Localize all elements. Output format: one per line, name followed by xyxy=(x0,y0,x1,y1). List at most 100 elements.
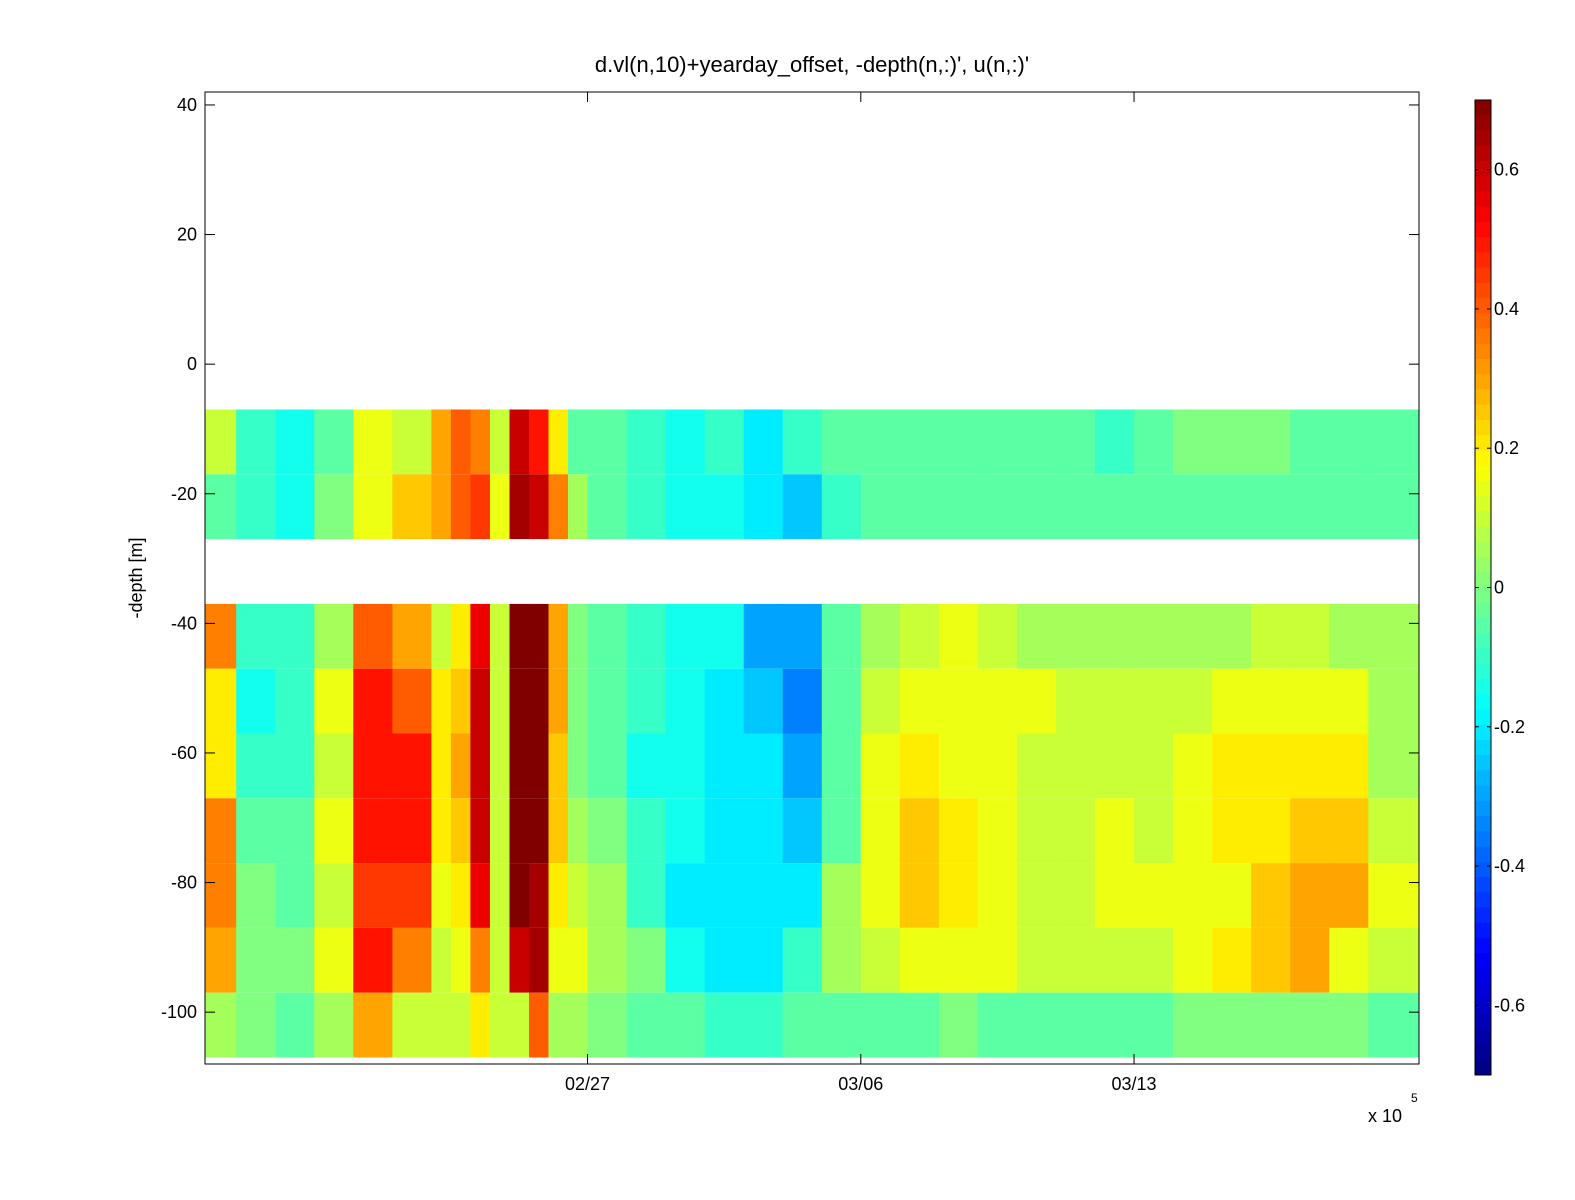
colorbar-swatch xyxy=(1475,1029,1491,1046)
heatmap-cell xyxy=(1212,474,1252,540)
heatmap-cell xyxy=(1134,474,1174,540)
heatmap-cell xyxy=(275,798,315,864)
y-tick-label: -60 xyxy=(171,743,197,763)
heatmap-cell xyxy=(470,992,491,1058)
heatmap-cell xyxy=(431,668,452,734)
heatmap-cell xyxy=(938,863,979,928)
colorbar-swatch xyxy=(1475,130,1491,147)
heatmap-cell xyxy=(470,927,491,993)
heatmap-cell xyxy=(587,668,628,734)
heatmap-cell xyxy=(1290,733,1330,799)
colorbar-tick-label: 0.4 xyxy=(1494,299,1519,319)
heatmap-cell xyxy=(450,992,471,1058)
heatmap-cell xyxy=(1251,668,1291,734)
heatmap-cell xyxy=(509,798,530,864)
heatmap-cell xyxy=(1212,798,1252,864)
colorbar-swatch xyxy=(1475,602,1491,619)
heatmap-cell xyxy=(1368,409,1419,475)
heatmap-cell xyxy=(490,668,511,734)
heatmap-cell xyxy=(1329,603,1369,669)
heatmap-cell xyxy=(353,668,393,734)
colorbar-swatch xyxy=(1475,450,1491,467)
heatmap-cell xyxy=(1056,863,1096,928)
heatmap-cell xyxy=(1290,992,1330,1058)
heatmap-cell xyxy=(587,409,628,475)
heatmap-cell xyxy=(626,474,667,540)
heatmap-cell xyxy=(353,474,393,540)
heatmap-cell xyxy=(1016,992,1057,1058)
colorbar-swatch xyxy=(1475,343,1491,360)
colorbar-swatch xyxy=(1475,252,1491,269)
heatmap-cell xyxy=(392,474,432,540)
heatmap-cell xyxy=(1251,992,1291,1058)
heatmap-cell xyxy=(1290,603,1330,669)
heatmap-cell xyxy=(431,409,452,475)
heatmap-cell xyxy=(821,927,862,993)
heatmap-cell xyxy=(977,409,1018,475)
heatmap-cell xyxy=(490,927,511,993)
heatmap-cell xyxy=(470,798,491,864)
heatmap-cell xyxy=(548,603,569,669)
heatmap-cell xyxy=(899,733,940,799)
x-multiplier-label: x 10 xyxy=(1368,1106,1402,1126)
heatmap-cell xyxy=(548,733,569,799)
heatmap-cell xyxy=(568,668,589,734)
heatmap-cell xyxy=(626,409,667,475)
heatmap-cell xyxy=(470,733,491,799)
heatmap-cell xyxy=(353,603,393,669)
heatmap-cell xyxy=(1056,798,1096,864)
colorbar-swatch xyxy=(1475,572,1491,588)
heatmap-cell xyxy=(431,798,452,864)
colorbar-tick-label: 0 xyxy=(1494,578,1504,598)
heatmap-cell xyxy=(205,798,237,864)
heatmap-cell xyxy=(1368,474,1419,540)
heatmap-cell xyxy=(1212,733,1252,799)
heatmap-cell xyxy=(1251,798,1291,864)
heatmap-cell xyxy=(205,668,237,734)
heatmap-cell xyxy=(1016,603,1057,669)
heatmap-cell xyxy=(314,863,354,928)
colorbar-swatch xyxy=(1475,953,1491,969)
heatmap-cell xyxy=(665,863,706,928)
colorbar-swatch xyxy=(1475,846,1491,863)
heatmap-cell xyxy=(1134,409,1174,475)
colorbar-swatch xyxy=(1475,1059,1491,1076)
heatmap-cell xyxy=(509,409,530,475)
heatmap-cell xyxy=(1368,992,1419,1058)
heatmap-cell xyxy=(782,733,823,799)
heatmap-cell xyxy=(977,798,1018,864)
heatmap-cell xyxy=(392,668,432,734)
colorbar-swatch xyxy=(1475,160,1491,177)
heatmap-cell xyxy=(1212,603,1252,669)
heatmap-cell xyxy=(626,927,667,993)
colorbar-ticks: 0.6 0.4 0.2 0 -0.2 -0.4 -0.6 xyxy=(1475,160,1525,1015)
heatmap-cell xyxy=(821,603,862,669)
heatmap-cell xyxy=(205,474,237,540)
heatmap-cell xyxy=(1056,733,1096,799)
heatmap-cell xyxy=(450,733,471,799)
colorbar-swatch xyxy=(1475,100,1491,116)
colorbar-swatch xyxy=(1475,617,1491,634)
heatmap-cell xyxy=(450,927,471,993)
heatmap-cell xyxy=(860,798,901,864)
heatmap-cell xyxy=(743,603,784,669)
heatmap-cell xyxy=(275,668,315,734)
heatmap-cell xyxy=(1251,474,1291,540)
heatmap-cell xyxy=(665,733,706,799)
heatmap-cell xyxy=(275,992,315,1058)
heatmap-cell xyxy=(1212,863,1252,928)
y-tick-label: 0 xyxy=(187,354,197,374)
heatmap-cell xyxy=(1329,992,1369,1058)
heatmap-cell xyxy=(1290,863,1330,928)
x-tick-label: 02/27 xyxy=(565,1074,610,1094)
heatmap-cell xyxy=(509,927,530,993)
heatmap-cell xyxy=(1134,733,1174,799)
heatmap-cell xyxy=(743,927,784,993)
heatmap-cell xyxy=(236,409,276,475)
heatmap-cell xyxy=(548,668,569,734)
colorbar-swatch xyxy=(1475,983,1491,1000)
heatmap-cell xyxy=(431,603,452,669)
heatmap-cell xyxy=(782,927,823,993)
colorbar-swatch xyxy=(1475,206,1491,223)
